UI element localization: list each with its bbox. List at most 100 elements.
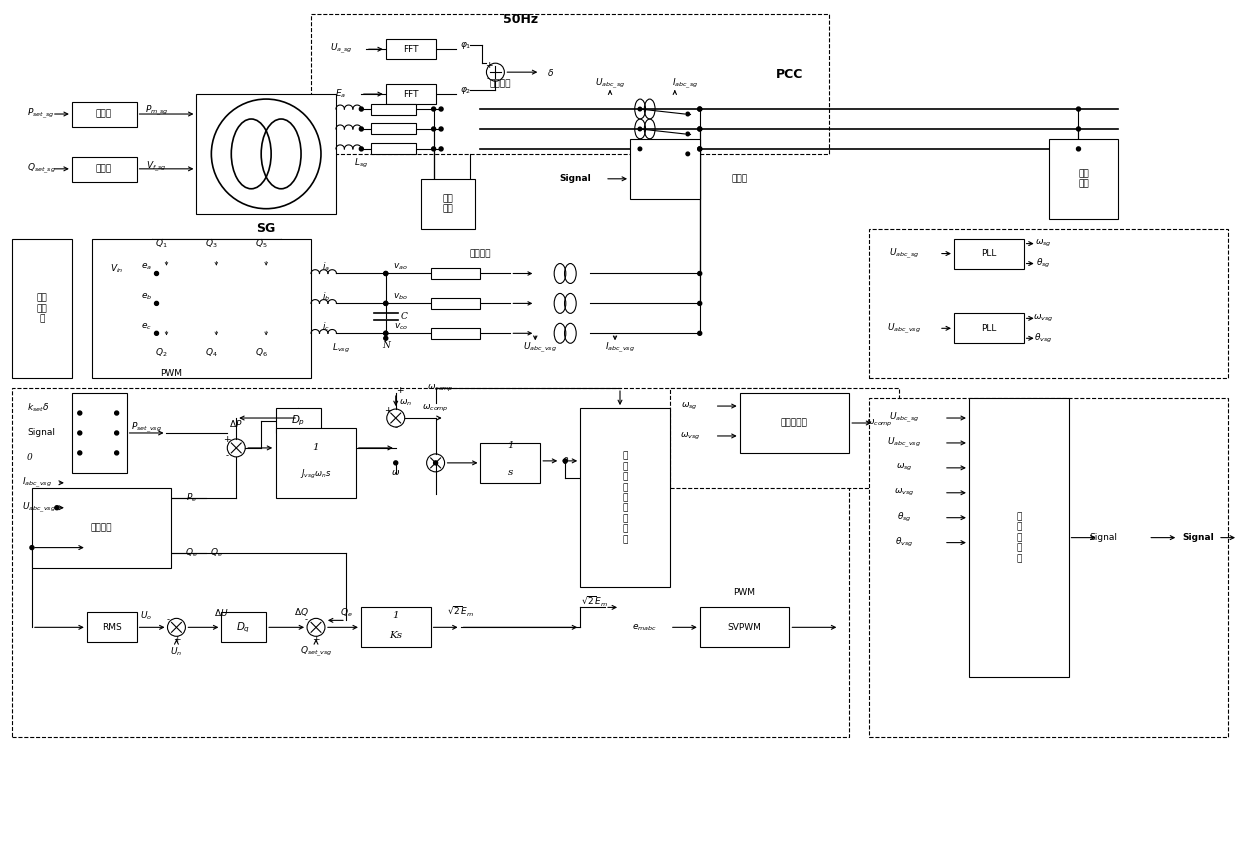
Circle shape: [639, 147, 642, 151]
Circle shape: [432, 107, 435, 111]
Text: $U_{abc\_vsg}$: $U_{abc\_vsg}$: [22, 500, 56, 515]
Text: $\theta_{sg}$: $\theta_{sg}$: [1037, 257, 1052, 270]
Text: +: +: [384, 405, 392, 415]
Text: -: -: [305, 615, 308, 624]
Text: 预并联补偿: 预并联补偿: [781, 419, 808, 427]
Circle shape: [383, 332, 388, 335]
Bar: [430, 298, 480, 309]
Text: 功率计算: 功率计算: [91, 523, 113, 533]
Text: $v_{ao}$: $v_{ao}$: [393, 261, 408, 271]
Text: 调速器: 调速器: [95, 109, 112, 119]
Text: 分布
式电
源: 分布 式电 源: [36, 293, 47, 323]
Text: $Q_2$: $Q_2$: [155, 347, 167, 360]
Text: $\delta$: $\delta$: [547, 67, 554, 78]
Text: C: C: [401, 312, 407, 321]
Text: 本地
负荷: 本地 负荷: [443, 194, 453, 214]
Text: $\omega_{comp}$: $\omega_{comp}$: [423, 403, 449, 414]
Text: $v_{co}$: $v_{co}$: [393, 321, 408, 332]
Circle shape: [383, 271, 388, 276]
Circle shape: [639, 107, 642, 111]
Text: $U_{abc\_vsg}$: $U_{abc\_vsg}$: [887, 321, 921, 336]
Text: $\Delta Q$: $\Delta Q$: [294, 606, 309, 618]
Circle shape: [360, 107, 363, 111]
Circle shape: [360, 127, 363, 131]
Text: $e_a$: $e_a$: [141, 261, 153, 271]
Circle shape: [439, 147, 443, 151]
Text: $I_{abc\_vsg}$: $I_{abc\_vsg}$: [22, 476, 52, 490]
Text: 线路阻抗: 线路阻抗: [490, 80, 511, 89]
Bar: [87, 612, 136, 642]
Circle shape: [78, 451, 82, 455]
Text: $Q_e$: $Q_e$: [185, 546, 197, 559]
Text: Ks: Ks: [389, 631, 402, 639]
Text: PWM: PWM: [160, 369, 182, 377]
Bar: [739, 393, 849, 453]
Circle shape: [360, 147, 363, 151]
Bar: [954, 314, 1024, 343]
Bar: [580, 408, 670, 588]
Text: 公共
负荷: 公共 负荷: [1078, 169, 1089, 188]
Circle shape: [1076, 147, 1080, 151]
Text: $\omega_{vsg}$: $\omega_{vsg}$: [1033, 313, 1054, 324]
Text: $e_{mabc}$: $e_{mabc}$: [632, 622, 657, 633]
Bar: [420, 179, 475, 229]
Text: Signal: Signal: [1182, 533, 1214, 542]
Circle shape: [114, 451, 119, 455]
Circle shape: [78, 431, 82, 435]
Text: $\omega_{sg}$: $\omega_{sg}$: [1035, 238, 1052, 249]
Bar: [196, 94, 336, 214]
Bar: [221, 612, 267, 642]
Text: $Q_4$: $Q_4$: [205, 347, 218, 360]
Text: $U_{abc\_sg}$: $U_{abc\_sg}$: [889, 410, 919, 425]
Circle shape: [698, 127, 702, 131]
Text: $Q_5$: $Q_5$: [255, 237, 268, 250]
Bar: [311, 14, 830, 153]
Circle shape: [114, 431, 119, 435]
Text: $P_{set\_sg}$: $P_{set\_sg}$: [27, 107, 55, 121]
Text: $Q_1$: $Q_1$: [155, 237, 167, 250]
Circle shape: [432, 127, 435, 131]
Text: s: s: [507, 468, 513, 477]
Bar: [12, 238, 72, 378]
Bar: [670, 388, 899, 488]
Circle shape: [698, 271, 702, 276]
Circle shape: [686, 132, 689, 136]
Text: $P_{m\_sg}$: $P_{m\_sg}$: [145, 103, 169, 118]
Bar: [630, 139, 699, 198]
Circle shape: [432, 147, 435, 151]
Text: +: +: [312, 635, 320, 644]
Text: $D_q$: $D_q$: [236, 620, 250, 634]
Text: $\omega_n$: $\omega_n$: [399, 398, 412, 409]
Text: $D_p$: $D_p$: [291, 414, 305, 428]
Text: 1: 1: [392, 611, 399, 620]
Text: $U_{abc\_vsg}$: $U_{abc\_vsg}$: [887, 436, 921, 450]
Circle shape: [439, 107, 443, 111]
Text: $I_{abc\_sg}$: $I_{abc\_sg}$: [672, 77, 698, 92]
Circle shape: [698, 301, 702, 305]
Bar: [371, 143, 417, 154]
Text: +: +: [223, 435, 231, 444]
Text: $P_e$: $P_e$: [186, 492, 197, 504]
Text: $\Delta U$: $\Delta U$: [215, 607, 228, 618]
Text: 50Hz: 50Hz: [502, 13, 538, 25]
Text: N: N: [382, 341, 389, 349]
Text: $V_{in}$: $V_{in}$: [110, 262, 124, 275]
Bar: [968, 398, 1069, 678]
Text: $i_a$: $i_a$: [322, 260, 330, 273]
Bar: [277, 408, 321, 433]
Bar: [72, 157, 136, 181]
Text: $L_{sg}$: $L_{sg}$: [353, 158, 368, 170]
Circle shape: [698, 107, 702, 111]
Text: $E_a$: $E_a$: [335, 88, 346, 100]
Circle shape: [383, 301, 388, 305]
Circle shape: [55, 505, 58, 510]
Text: $\omega_{vsg}$: $\omega_{vsg}$: [894, 488, 914, 499]
Text: PCC: PCC: [776, 68, 804, 81]
Text: $\sqrt{2}E_m$: $\sqrt{2}E_m$: [446, 605, 474, 619]
Text: $U_{a\_sg}$: $U_{a\_sg}$: [330, 42, 352, 57]
Text: Signal: Signal: [559, 175, 591, 183]
Bar: [954, 238, 1024, 269]
Text: $L_{vsg}$: $L_{vsg}$: [332, 342, 350, 354]
Text: FFT: FFT: [403, 90, 418, 98]
Text: $\varphi_1$: $\varphi_1$: [460, 40, 471, 51]
